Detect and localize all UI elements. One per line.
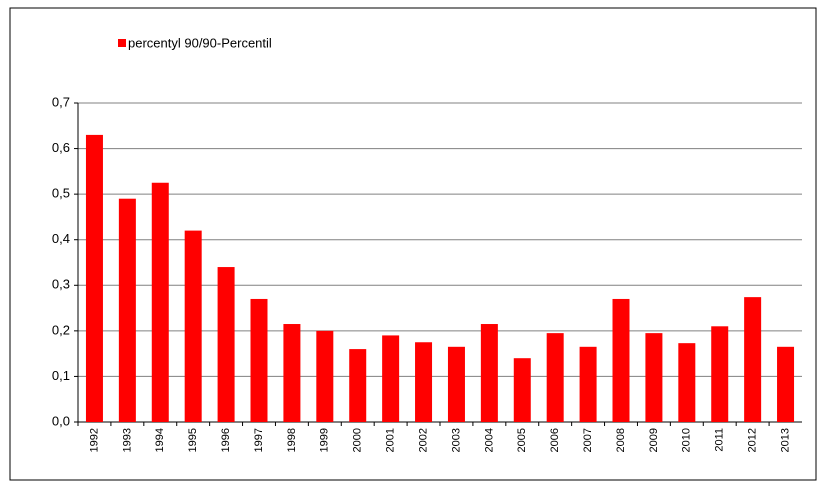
x-tick-label: 2011 <box>714 428 726 452</box>
x-tick-label: 2007 <box>582 428 594 452</box>
x-tick-label: 2002 <box>417 428 429 452</box>
y-tick-label: 0,6 <box>52 140 70 155</box>
x-tick-label: 2000 <box>352 428 364 452</box>
x-tick-label: 2005 <box>516 428 528 452</box>
x-tick-label: 2008 <box>615 428 627 452</box>
x-tick-label: 2001 <box>385 428 397 452</box>
x-tick-label: 1997 <box>253 428 265 452</box>
x-tick-label: 1992 <box>88 428 100 452</box>
x-tick-label: 1999 <box>319 428 331 452</box>
bar <box>349 349 367 422</box>
y-tick-label: 0,1 <box>52 368 70 383</box>
bar <box>744 297 762 422</box>
bar <box>645 333 663 422</box>
bar <box>678 343 696 422</box>
y-tick-label: 0,7 <box>52 94 70 109</box>
bar <box>217 267 235 422</box>
bar <box>447 346 465 422</box>
x-tick-label: 2004 <box>483 428 495 452</box>
bar <box>151 182 169 422</box>
bar <box>579 346 597 422</box>
bar <box>480 324 498 422</box>
bar <box>85 134 103 422</box>
legend-label: percentyl 90/90-Percentil <box>128 35 272 50</box>
bar <box>513 358 531 422</box>
x-tick-label: 2003 <box>450 428 462 452</box>
x-tick-label: 2009 <box>648 428 660 452</box>
x-tick-label: 2006 <box>549 428 561 452</box>
x-tick-label: 2013 <box>779 428 791 452</box>
bar <box>777 346 795 422</box>
y-tick-label: 0,0 <box>52 413 70 428</box>
bar <box>283 324 301 422</box>
y-tick-label: 0,2 <box>52 322 70 337</box>
x-tick-label: 1996 <box>220 428 232 452</box>
bar <box>316 330 334 422</box>
bar <box>711 326 729 422</box>
x-tick-label: 1995 <box>187 428 199 452</box>
x-tick-label: 1998 <box>286 428 298 452</box>
bar <box>250 298 268 422</box>
y-tick-label: 0,4 <box>52 231 70 246</box>
x-tick-label: 2010 <box>681 428 693 452</box>
y-tick-label: 0,3 <box>52 277 70 292</box>
legend-swatch <box>118 39 126 47</box>
bar <box>415 342 433 422</box>
x-tick-label: 1993 <box>121 428 133 452</box>
bar <box>382 335 400 422</box>
bar <box>118 198 136 422</box>
x-tick-label: 1994 <box>154 428 166 452</box>
bar <box>546 333 564 422</box>
y-tick-label: 0,5 <box>52 186 70 201</box>
bar <box>184 230 202 422</box>
x-tick-label: 2012 <box>747 428 759 452</box>
bar <box>612 298 630 422</box>
